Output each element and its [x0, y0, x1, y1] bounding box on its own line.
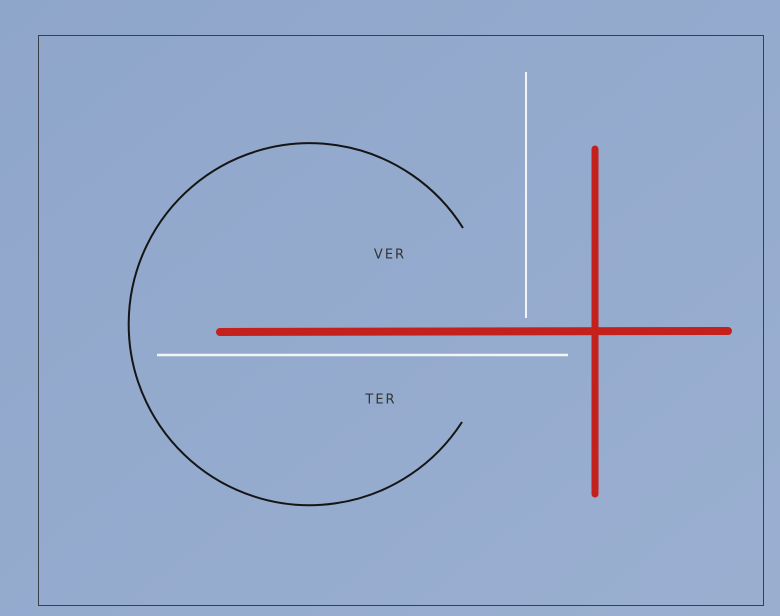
- page: VER TER (() => { const data = JSON.parse…: [0, 0, 780, 616]
- paper: [0, 0, 780, 616]
- red-horizontal-stroke: [220, 331, 728, 332]
- lower-label: TER: [364, 393, 396, 408]
- upper-label: VER: [374, 248, 406, 263]
- artwork: VER TER: [0, 0, 780, 616]
